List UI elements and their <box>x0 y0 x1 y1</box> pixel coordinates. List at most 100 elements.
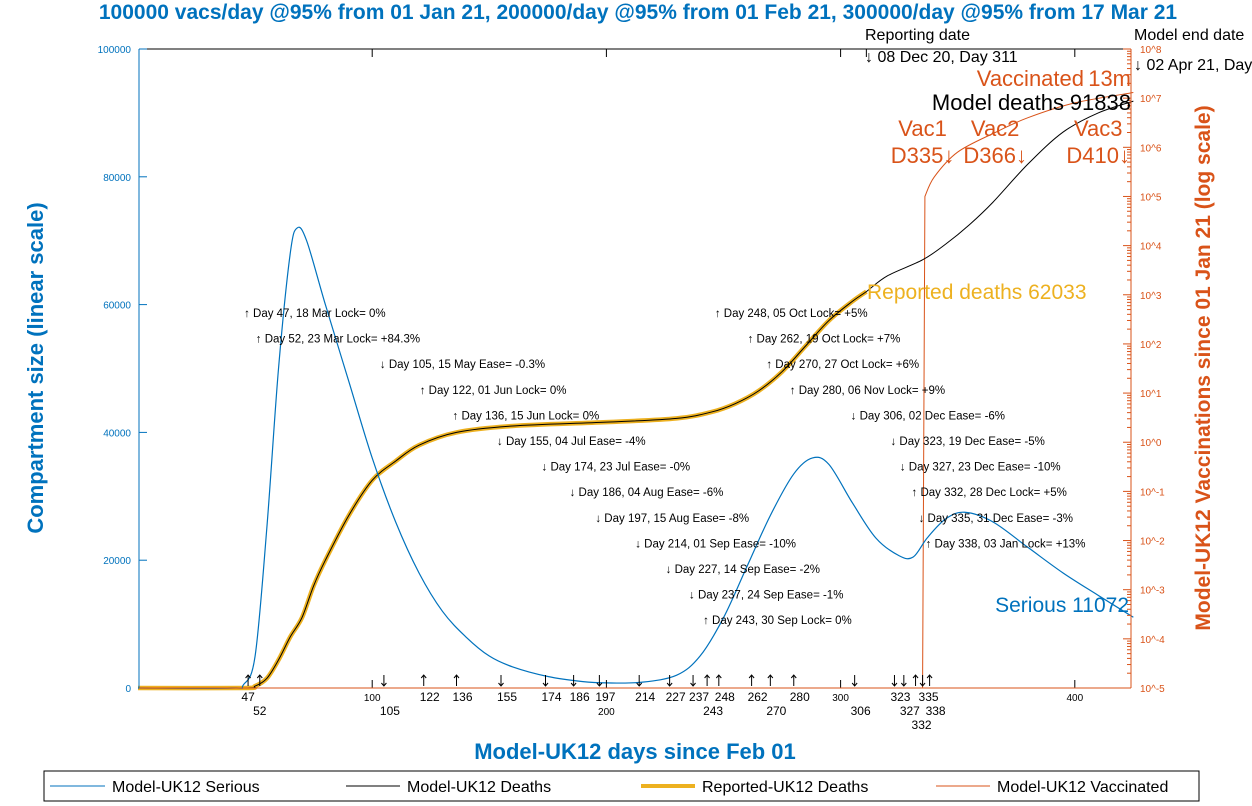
serious-label: Serious 11072 <box>995 594 1129 617</box>
annotation-day: 214 <box>635 690 655 704</box>
y-axis-ticks: 0 20000 40000 60000 80000 100000 <box>98 45 147 695</box>
y2-tick-label: 10^6 <box>1140 143 1162 154</box>
annotation-day: 237 <box>689 690 709 704</box>
reporting-date-label: Reporting date <box>865 27 970 44</box>
vaccine-marker-day: D335↓ <box>891 143 955 168</box>
arrow-up-icon <box>912 674 919 686</box>
annotation-day: 327 <box>900 704 920 718</box>
annotation-day: 323 <box>890 690 910 704</box>
annotation-day: 227 <box>666 690 686 704</box>
annotation-label: ↓ Day 174, 23 Jul Ease= -0% <box>542 462 691 474</box>
annotation-label: ↑ Day 122, 01 Jun Lock= 0% <box>420 385 567 397</box>
annotation-label: ↓ Day 306, 02 Dec Ease= -6% <box>851 410 1005 422</box>
arrow-down-icon <box>900 675 907 687</box>
annotation-day: 338 <box>926 704 946 718</box>
arrow-down-icon <box>542 675 549 687</box>
x-axis-label: Model-UK12 days since Feb 01 <box>474 739 796 764</box>
annotation-label: ↑ Day 248, 05 Oct Lock= +5% <box>715 308 868 320</box>
arrow-down-icon <box>891 675 898 687</box>
annotation-label: ↓ Day 227, 14 Sep Ease= -2% <box>666 564 820 576</box>
y-tick-label: 60000 <box>103 301 131 312</box>
annotation-day: 248 <box>715 690 735 704</box>
annotation-label: ↑ Day 338, 03 Jan Lock= +13% <box>926 538 1086 550</box>
arrow-down-icon <box>636 675 643 687</box>
arrow-up-icon <box>715 674 722 686</box>
annotation-day: 186 <box>570 690 590 704</box>
annotation-day: 105 <box>380 704 400 718</box>
y2-tick-label: 10^-4 <box>1140 635 1165 646</box>
annotation-day: 280 <box>790 690 810 704</box>
vaccine-marker-day: D410↓ <box>1066 143 1130 168</box>
annotation-day: 306 <box>851 704 871 718</box>
y2-tick-label: 10^7 <box>1140 94 1162 105</box>
arrow-up-icon <box>926 674 933 686</box>
model-end-date-label: Model end date <box>1134 27 1244 44</box>
annotation-label: ↓ Day 327, 23 Dec Ease= -10% <box>900 462 1061 474</box>
annotation-day: 136 <box>452 690 472 704</box>
y2-tick-label: 10^-1 <box>1140 487 1165 498</box>
annotation-label: ↑ Day 243, 30 Sep Lock= 0% <box>703 615 852 627</box>
arrow-up-icon <box>704 674 710 686</box>
y2-tick-label: 10^8 <box>1140 45 1162 56</box>
y-tick-label: 100000 <box>98 45 132 56</box>
arrow-down-icon <box>666 675 673 687</box>
legend: Model-UK12 Serious Model-UK12 Deaths Rep… <box>43 770 1200 802</box>
arrow-up-icon <box>453 674 460 686</box>
arrow-up-icon <box>748 674 755 686</box>
legend-deaths: Model-UK12 Deaths <box>407 779 551 796</box>
y2-axis-ticks: 10^-5 10^-4 10^-3 10^-2 10^-1 10^0 10^1 10^2 10^… <box>1123 45 1165 695</box>
vaccinated-label: Vaccinated <box>977 66 1084 91</box>
y-tick-label: 0 <box>125 684 131 695</box>
series-lines <box>137 92 1134 691</box>
x-tick-label: 400 <box>1066 693 1083 704</box>
annotation-label: ↑ Day 52, 23 Mar Lock= +84.3% <box>256 334 420 346</box>
annotation-label: ↑ Day 280, 06 Nov Lock= +9% <box>790 385 945 397</box>
arrow-up-icon <box>256 674 263 686</box>
arrow-down-icon <box>690 675 696 687</box>
model-end-date-text: ↓ 02 Apr 21, Day <box>1134 57 1252 74</box>
model-deaths-label: Model deaths <box>932 90 1064 115</box>
y2-tick-label: 10^4 <box>1140 242 1162 253</box>
x-tick-label: 300 <box>832 693 849 704</box>
annotation-label: ↓ Day 105, 15 May Ease= -0.3% <box>380 359 545 371</box>
annotation-day: 262 <box>748 690 768 704</box>
annotation-label: ↑ Day 270, 27 Oct Lock= +6% <box>766 359 919 371</box>
arrow-down-icon <box>570 675 577 687</box>
arrow-up-icon <box>245 674 251 686</box>
legend-serious: Model-UK12 Serious <box>112 779 260 796</box>
arrow-up-icon <box>420 674 427 686</box>
y-tick-label: 40000 <box>103 428 131 439</box>
y2-tick-label: 10^-3 <box>1140 586 1165 597</box>
vaccine-marker-label: Vac2 <box>971 116 1020 141</box>
annotation-label: ↑ Day 47, 18 Mar Lock= 0% <box>244 308 386 320</box>
reporting-date-text: ↓ 08 Dec 20, Day 311 <box>865 49 1018 66</box>
annotation-day: 243 <box>703 704 723 718</box>
y2-axis-label: Model-UK12 Vaccinations since 01 Jan 21 … <box>1192 105 1215 630</box>
x-axis-ticks: 100 200 300 400 <box>364 49 1084 718</box>
vaccinated-line <box>138 92 1134 689</box>
y-tick-label: 80000 <box>103 173 131 184</box>
arrow-up-icon <box>790 674 797 686</box>
annotation-day: 122 <box>420 690 440 704</box>
annotation-day: 197 <box>595 690 615 704</box>
y2-tick-label: 10^5 <box>1140 192 1162 203</box>
arrow-down-icon <box>498 675 504 687</box>
legend-vaccinated: Model-UK12 Vaccinated <box>997 779 1168 796</box>
vaccine-marker-label: Vac3 <box>1074 116 1123 141</box>
annotation-day: 155 <box>497 690 517 704</box>
model-deaths-line <box>137 100 1134 689</box>
y2-tick-label: 10^2 <box>1140 340 1162 351</box>
y2-tick-label: 10^-2 <box>1140 537 1165 548</box>
x-tick-label: 100 <box>364 693 381 704</box>
chart-title: 100000 vacs/day @95% from 01 Jan 21, 200… <box>99 1 1178 24</box>
annotation-label: ↑ Day 332, 28 Dec Lock= +5% <box>912 487 1067 499</box>
annotation-label: ↓ Day 335, 31 Dec Ease= -3% <box>919 513 1073 525</box>
y2-tick-label: 10^0 <box>1140 438 1162 449</box>
arrow-down-icon <box>596 675 603 687</box>
annotation-day: 52 <box>253 704 267 718</box>
annotation-day: 270 <box>766 704 786 718</box>
annotation-label: ↓ Day 323, 19 Dec Ease= -5% <box>890 436 1044 448</box>
arrow-up-icon <box>767 674 774 686</box>
